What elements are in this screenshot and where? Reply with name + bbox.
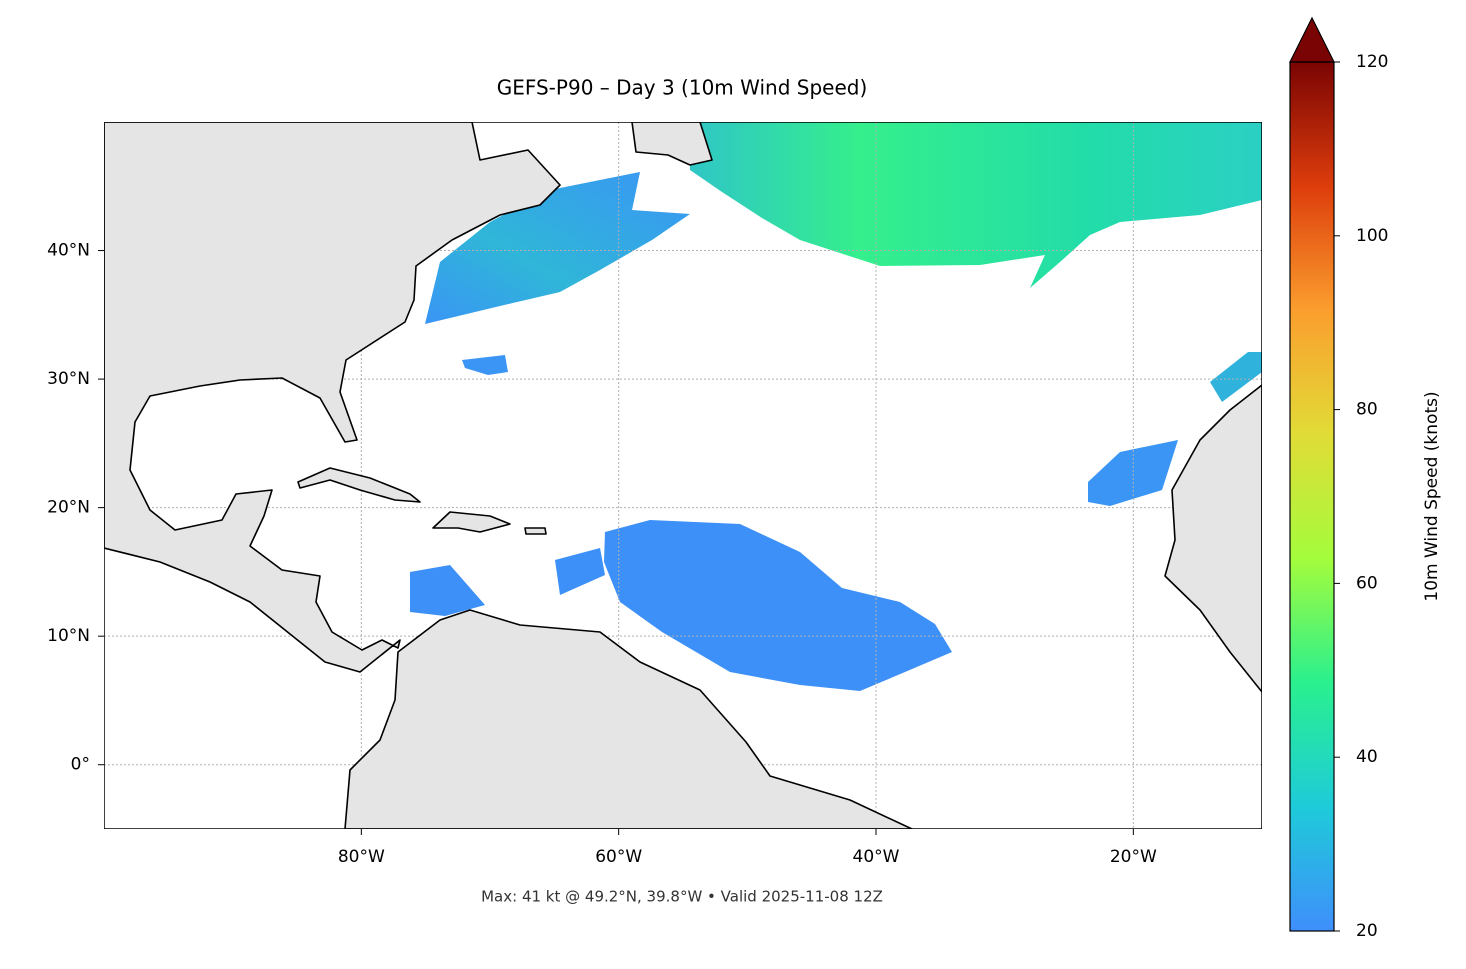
africa xyxy=(1164,384,1262,693)
north-america xyxy=(104,122,561,673)
y-tick-label: 10°N xyxy=(47,626,90,646)
colorbar-tick-label: 20 xyxy=(1356,921,1378,941)
wind-swath xyxy=(604,520,952,691)
colorbar-tick-label: 40 xyxy=(1356,747,1378,767)
cuba xyxy=(297,467,421,503)
wind-swath xyxy=(690,122,1262,288)
wind-swath xyxy=(1210,352,1262,402)
x-tick-label: 80°W xyxy=(338,847,385,867)
colorbar-scale xyxy=(1290,62,1334,931)
colorbar-tick-label: 100 xyxy=(1356,226,1388,246)
newfoundland xyxy=(631,122,713,166)
wind-swath xyxy=(410,565,485,616)
hispaniola xyxy=(432,511,511,533)
x-tick-label: 60°W xyxy=(595,847,642,867)
land xyxy=(104,122,1262,829)
colorbar: 20 40 60 80 100 120 10m Wind Speed (knots) xyxy=(1289,16,1442,941)
colorbar-label: 10m Wind Speed (knots) xyxy=(1422,391,1442,601)
y-tick-label: 20°N xyxy=(47,498,90,518)
colorbar-tick-label: 80 xyxy=(1356,400,1378,420)
y-tick-label: 30°N xyxy=(47,369,90,389)
wind-swath xyxy=(555,548,605,595)
wind-swath xyxy=(462,355,508,375)
axes: 80°W 60°W 40°W 20°W 0° 10°N 20°N 30°N 40°N xyxy=(47,241,1157,867)
wind-swath xyxy=(425,172,690,324)
x-tick-label: 40°W xyxy=(853,847,900,867)
map-area xyxy=(104,122,1262,829)
colorbar-tick-label: 120 xyxy=(1356,52,1388,72)
puerto-rico xyxy=(524,527,547,535)
x-tick-label: 20°W xyxy=(1110,847,1157,867)
colorbar-tick-label: 60 xyxy=(1356,573,1378,593)
colorbar-frame xyxy=(1289,61,1335,932)
map-title: GEFS-P90 – Day 3 (10m Wind Speed) xyxy=(497,76,868,100)
footer-note: Max: 41 kt @ 49.2°N, 39.8°W • Valid 2025… xyxy=(481,888,883,906)
y-tick-label: 0° xyxy=(71,755,90,775)
colorbar-extend xyxy=(1289,16,1335,63)
south-america xyxy=(344,609,913,829)
y-tick-label: 40°N xyxy=(47,241,90,261)
wind-swath xyxy=(1088,440,1178,506)
